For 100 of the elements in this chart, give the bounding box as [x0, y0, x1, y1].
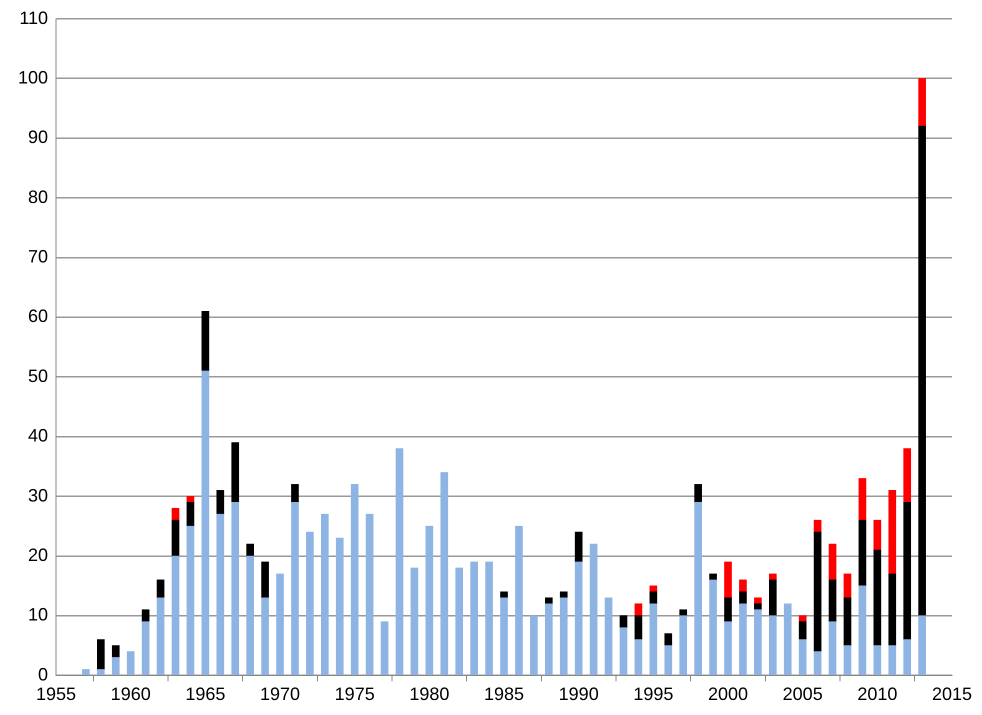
- bar: [888, 490, 896, 574]
- y-tick-label: 90: [28, 127, 48, 148]
- y-tick-label: 80: [28, 186, 48, 207]
- bar: [634, 603, 642, 616]
- bar: [186, 502, 194, 527]
- bar: [590, 544, 598, 675]
- x-tick-label: 1980: [409, 684, 450, 704]
- bar: [739, 592, 747, 604]
- bar: [306, 532, 314, 675]
- bar: [858, 478, 866, 521]
- bar: [754, 609, 762, 675]
- bar: [202, 370, 210, 675]
- bar: [739, 603, 747, 675]
- bar: [574, 532, 583, 562]
- bar: [784, 603, 792, 675]
- bar: [694, 484, 702, 503]
- bar: [874, 645, 882, 675]
- bar: [261, 597, 269, 675]
- bar: [97, 639, 105, 670]
- bar: [172, 556, 180, 675]
- bar: [814, 520, 822, 532]
- bar: [500, 597, 508, 675]
- bar: [828, 621, 836, 675]
- y-tick-label: 0: [38, 664, 48, 684]
- bar: [366, 514, 374, 675]
- bar: [172, 520, 180, 556]
- bar: [844, 574, 852, 598]
- bar: [440, 472, 448, 675]
- bar: [172, 508, 180, 521]
- y-tick-label: 60: [28, 306, 48, 326]
- bar: [650, 603, 658, 675]
- bar: [156, 597, 164, 675]
- bar: [888, 645, 896, 675]
- bar: [724, 597, 732, 622]
- bar: [844, 645, 852, 675]
- x-tick-label: 1990: [558, 684, 599, 704]
- bar: [903, 502, 912, 640]
- bar: [112, 645, 120, 658]
- bar: [918, 78, 926, 127]
- bar: [724, 621, 732, 675]
- bar: [216, 490, 224, 515]
- bar: [142, 621, 150, 675]
- bar: [634, 615, 642, 640]
- bar: [918, 615, 926, 675]
- bar: [291, 484, 299, 503]
- bar: [455, 568, 464, 675]
- bar: [216, 514, 224, 675]
- bar: [798, 639, 806, 675]
- bar: [874, 520, 882, 550]
- bar: [739, 580, 747, 592]
- bar: [903, 639, 912, 675]
- y-tick-label: 100: [18, 67, 48, 88]
- bar: [560, 597, 568, 675]
- bar: [231, 442, 240, 503]
- x-tick-label: 1985: [484, 684, 524, 704]
- bar: [515, 526, 523, 675]
- bar: [903, 448, 912, 503]
- y-tick-label: 40: [28, 426, 48, 446]
- x-tick-label: 2000: [708, 684, 748, 704]
- bar: [858, 586, 866, 675]
- bar: [156, 580, 164, 598]
- bar: [709, 580, 717, 675]
- bar: [918, 126, 926, 616]
- bar: [320, 514, 329, 675]
- bar: [500, 592, 508, 598]
- y-tick-label: 30: [28, 485, 48, 506]
- bar: [768, 615, 777, 675]
- y-tick-label: 50: [28, 366, 48, 386]
- bar: [650, 592, 658, 604]
- bar: [694, 502, 702, 675]
- bar: [544, 603, 553, 675]
- bar: [470, 562, 478, 675]
- bar: [336, 538, 344, 675]
- bar: [828, 544, 836, 580]
- x-tick-label: 1970: [260, 684, 300, 704]
- bar: [410, 568, 418, 675]
- bar: [396, 448, 404, 675]
- bar: [828, 580, 836, 622]
- bar: [768, 580, 777, 616]
- bar: [261, 562, 269, 598]
- x-tick-label: 1960: [110, 684, 151, 704]
- bar: [814, 651, 822, 675]
- bar: [276, 574, 284, 675]
- x-tick-label: 1995: [633, 684, 674, 704]
- bar: [426, 526, 434, 675]
- bar: [142, 609, 150, 622]
- bar: [574, 562, 583, 675]
- bar: [291, 502, 299, 675]
- bar: [186, 496, 194, 503]
- bar: [380, 621, 388, 675]
- bar: [814, 532, 822, 652]
- bar: [231, 502, 240, 675]
- bar: [798, 621, 806, 640]
- bar: [858, 520, 866, 586]
- y-tick-label: 20: [28, 544, 48, 565]
- x-tick-label: 2005: [782, 684, 823, 704]
- x-tick-label: 1955: [36, 684, 76, 704]
- bar: [246, 556, 254, 675]
- bar: [634, 639, 642, 675]
- bar: [679, 615, 688, 675]
